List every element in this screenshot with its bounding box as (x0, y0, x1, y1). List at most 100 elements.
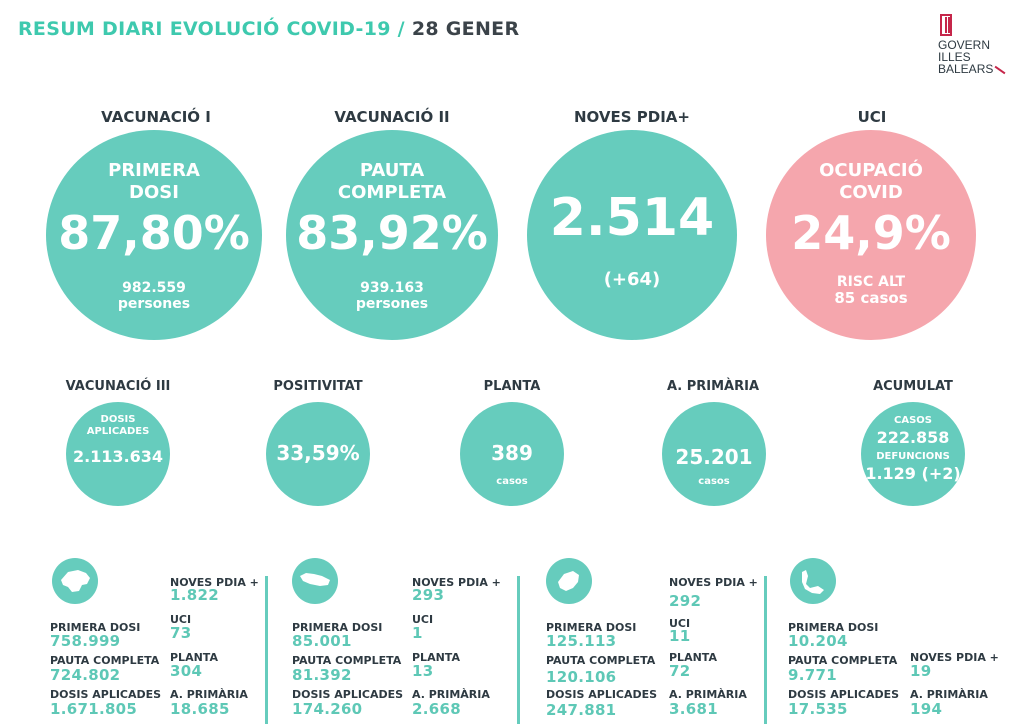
circle-value: 25.201 (675, 445, 753, 469)
circle-value: 222.858 (876, 428, 950, 447)
title-main: RESUM DIARI EVOLUCIÓ COVID-19 / (18, 18, 405, 40)
menorca-pdia-value: 293 (412, 586, 445, 604)
logo-line-3: BALEARS (938, 62, 994, 76)
formentera-primera-dosi-value: 10.204 (788, 632, 848, 650)
mallorca-pauta-label: PAUTA COMPLETA (50, 654, 160, 667)
circle-value: 2.113.634 (72, 447, 164, 466)
circle-value: 389 (491, 441, 533, 465)
circle-sub-label: casos (698, 476, 730, 487)
page-title: RESUM DIARI EVOLUCIÓ COVID-19 / 28 GENER (18, 18, 519, 40)
title-date: 28 GENER (411, 18, 520, 40)
mallorca-dosis-label: DOSIS APLICADES (50, 688, 162, 701)
formentera-pauta-label: PAUTA COMPLETA (788, 654, 898, 667)
govern-illes-balears-logo: GOVERN ILLES BALEARS (938, 14, 1010, 75)
circle-mid-label: DEFUNCIONS (876, 451, 950, 462)
mallorca-primera-dosi-label: PRIMERA DOSI (50, 621, 141, 634)
formentera-icon (790, 558, 836, 604)
logo-line-2: ILLES (938, 50, 971, 64)
circle-sub-label: casos (496, 476, 528, 487)
eivissa-dosis-label: DOSIS APLICADES (546, 688, 658, 701)
circle-value: 2.514 (549, 188, 715, 248)
eivissa-primera-dosi-value: 125.113 (546, 632, 617, 650)
circle-value: 24,9% (791, 206, 951, 260)
divider (517, 576, 520, 724)
circle-vacunacio-3: DOSIS APLICADES 2.113.634 (66, 402, 170, 506)
mallorca-uci-value: 73 (170, 624, 192, 642)
mallorca-pdia-value: 1.822 (170, 586, 219, 604)
menorca-planta-label: PLANTA (412, 651, 460, 664)
card-header-vacunacio-3: VACUNACIÓ III (65, 379, 171, 394)
card-header-positivitat: POSITIVITAT (273, 379, 363, 394)
menorca-pauta-value: 81.392 (292, 666, 352, 684)
circle-value-2: 1.129 (+2) (865, 464, 961, 483)
formentera-dosis-label: DOSIS APLICADES (788, 688, 900, 701)
card-header-vacunacio-1: VACUNACIÓ I (101, 108, 211, 126)
divider (265, 576, 268, 724)
circle-noves-pdia: 2.514 (+64) (527, 130, 737, 340)
mallorca-pdia-label: NOVES PDIA + (170, 576, 259, 589)
formentera-pauta-value: 9.771 (788, 666, 837, 684)
circle-sub-label: 982.559 persones (117, 280, 191, 312)
logo-slash-icon (994, 65, 1006, 75)
circle-top-label: PRIMERA DOSI (108, 160, 200, 203)
formentera-primaria-label: A. PRIMÀRIA (910, 688, 988, 701)
menorca-pauta-label: PAUTA COMPLETA (292, 654, 402, 667)
circle-top-label: CASOS (894, 415, 932, 426)
card-header-vacunacio-2: VACUNACIÓ II (334, 108, 450, 126)
mallorca-planta-label: PLANTA (170, 651, 218, 664)
formentera-pdia-label: NOVES PDIA + (910, 651, 999, 664)
formentera-primera-dosi-label: PRIMERA DOSI (788, 621, 879, 634)
menorca-pdia-label: NOVES PDIA + (412, 576, 501, 589)
circle-value: 33,59% (276, 441, 360, 465)
eivissa-planta-value: 72 (669, 662, 691, 680)
circle-sub-label: (+64) (603, 269, 661, 290)
mallorca-pauta-value: 724.802 (50, 666, 121, 684)
circle-vacunacio-2: PAUTA COMPLETA 83,92% 939.163 persones (286, 130, 498, 340)
circle-a-primaria: 25.201 casos (662, 402, 766, 506)
formentera-pdia-value: 19 (910, 662, 932, 680)
card-header-uci: UCI (857, 108, 887, 126)
mallorca-icon (52, 558, 98, 604)
menorca-dosis-label: DOSIS APLICADES (292, 688, 404, 701)
circle-positivitat: 33,59% (266, 402, 370, 506)
divider (764, 576, 767, 724)
eivissa-uci-label: UCI (669, 617, 691, 630)
eivissa-primaria-value: 3.681 (669, 700, 718, 718)
circle-value: 83,92% (296, 206, 488, 260)
logo-line-1: GOVERN (938, 38, 991, 52)
card-header-a-primaria: A. PRIMÀRIA (666, 379, 760, 394)
circle-value: 87,80% (58, 206, 250, 260)
menorca-icon (292, 558, 338, 604)
menorca-primera-dosi-label: PRIMERA DOSI (292, 621, 383, 634)
circle-top-label: OCUPACIÓ COVID (819, 160, 923, 203)
formentera-primaria-value: 194 (910, 700, 943, 718)
formentera-dosis-value: 17.535 (788, 700, 848, 718)
mallorca-dosis-value: 1.671.805 (50, 700, 138, 718)
circle-acumulat: CASOS 222.858 DEFUNCIONS 1.129 (+2) (861, 402, 965, 506)
circle-top-label: DOSIS APLICADES (86, 414, 150, 437)
card-header-acumulat: ACUMULAT (873, 379, 953, 394)
menorca-dosis-value: 174.260 (292, 700, 363, 718)
eivissa-pauta-label: PAUTA COMPLETA (546, 654, 656, 667)
mallorca-primaria-label: A. PRIMÀRIA (170, 688, 248, 701)
eivissa-uci-value: 11 (669, 627, 691, 645)
circle-sub-label: RISC ALT 85 casos (834, 274, 908, 307)
coat-of-arms-icon (940, 14, 952, 36)
mallorca-primaria-value: 18.685 (170, 700, 230, 718)
eivissa-primaria-label: A. PRIMÀRIA (669, 688, 747, 701)
eivissa-pauta-value: 120.106 (546, 668, 617, 686)
eivissa-dosis-value: 247.881 (546, 701, 617, 719)
eivissa-pdia-value: 292 (669, 592, 702, 610)
menorca-primaria-value: 2.668 (412, 700, 461, 718)
card-header-planta: PLANTA (483, 379, 541, 394)
menorca-uci-label: UCI (412, 613, 434, 626)
circle-vacunacio-1: PRIMERA DOSI 87,80% 982.559 persones (46, 130, 262, 340)
circle-planta: 389 casos (460, 402, 564, 506)
menorca-primaria-label: A. PRIMÀRIA (412, 688, 490, 701)
eivissa-icon (546, 558, 592, 604)
circle-sub-label: 939.163 persones (355, 280, 429, 312)
card-header-noves-pdia: NOVES PDIA+ (574, 108, 690, 126)
mallorca-primera-dosi-value: 758.999 (50, 632, 121, 650)
mallorca-planta-value: 304 (170, 662, 203, 680)
menorca-uci-value: 1 (412, 624, 423, 642)
